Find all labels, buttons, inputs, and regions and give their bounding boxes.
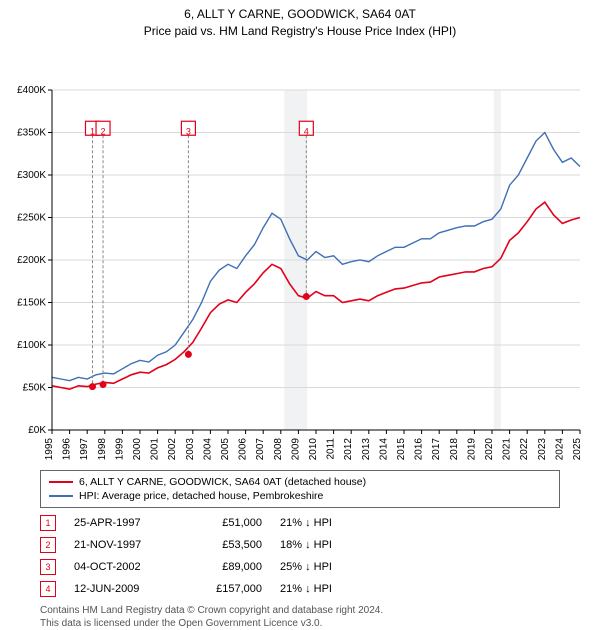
chart-title: 6, ALLT Y CARNE, GOODWICK, SA64 0AT Pric…	[0, 0, 600, 40]
x-tick-label: 1995	[44, 437, 55, 460]
x-tick-label: 2013	[361, 437, 372, 460]
price-chart: £0K £50K £100K £150K £200K £250K £300K £350K £40…	[0, 40, 600, 464]
event-row: 3 04-OCT-2002 £89,000 25% ↓ HPI	[40, 556, 560, 578]
x-tick-label: 2025	[572, 437, 583, 460]
y-tick-label: £0K	[28, 425, 46, 436]
event-date: 21-NOV-1997	[74, 539, 174, 551]
x-tick-label: 2010	[308, 437, 319, 460]
event-date: 12-JUN-2009	[74, 583, 174, 595]
event-row: 1 25-APR-1997 £51,000 21% ↓ HPI	[40, 512, 560, 534]
legend-swatch	[49, 495, 73, 497]
x-tick-label: 1999	[114, 437, 125, 460]
x-tick-label: 2024	[554, 437, 565, 460]
x-tick-label: 1996	[62, 437, 73, 460]
x-tick-label: 2001	[150, 437, 161, 460]
event-pct: 18% ↓ HPI	[280, 539, 400, 551]
event-price: £89,000	[192, 561, 262, 573]
y-tick-label: £150K	[17, 297, 46, 308]
x-tick-label: 1998	[97, 437, 108, 460]
event-date: 25-APR-1997	[74, 517, 174, 529]
x-tick-label: 2009	[290, 437, 301, 460]
x-tick-label: 2004	[202, 437, 213, 460]
x-tick-label: 2000	[132, 437, 143, 460]
x-tick-label: 2023	[537, 437, 548, 460]
event-price: £51,000	[192, 517, 262, 529]
legend-label: HPI: Average price, detached house, Pemb…	[79, 490, 323, 502]
event-pct: 21% ↓ HPI	[280, 583, 400, 595]
footer-line-1: Contains HM Land Registry data © Crown c…	[40, 604, 560, 617]
event-dot	[303, 293, 310, 300]
legend: 6, ALLT Y CARNE, GOODWICK, SA64 0AT (det…	[40, 470, 560, 508]
legend-swatch	[49, 481, 73, 483]
legend-label: 6, ALLT Y CARNE, GOODWICK, SA64 0AT (det…	[79, 476, 366, 488]
y-tick-label: £250K	[17, 212, 46, 223]
y-tick-label: £200K	[17, 255, 46, 266]
chart-container: £0K £50K £100K £150K £200K £250K £300K £350K £40…	[0, 40, 600, 464]
event-date: 04-OCT-2002	[74, 561, 174, 573]
footer-text: Contains HM Land Registry data © Crown c…	[40, 604, 560, 630]
x-tick-label: 2016	[414, 437, 425, 460]
title-line-2: Price paid vs. HM Land Registry's House …	[0, 23, 600, 40]
event-pct: 21% ↓ HPI	[280, 517, 400, 529]
event-price: £157,000	[192, 583, 262, 595]
event-number-box: 3	[40, 559, 56, 575]
x-tick-label: 2018	[449, 437, 460, 460]
event-marker-number: 1	[90, 126, 95, 136]
footer-line-2: This data is licensed under the Open Gov…	[40, 617, 560, 630]
event-marker-number: 2	[101, 126, 106, 136]
x-tick-label: 2014	[378, 437, 389, 460]
x-tick-label: 2003	[185, 437, 196, 460]
events-table: 1 25-APR-1997 £51,000 21% ↓ HPI 2 21-NOV-1997…	[40, 512, 560, 600]
event-number-box: 4	[40, 581, 56, 597]
y-tick-label: £50K	[23, 382, 47, 393]
event-number-box: 1	[40, 515, 56, 531]
x-tick-label: 2019	[466, 437, 477, 460]
x-tick-label: 2005	[220, 437, 231, 460]
x-tick-label: 2008	[273, 437, 284, 460]
x-tick-label: 2015	[396, 437, 407, 460]
x-tick-label: 2002	[167, 437, 178, 460]
x-tick-label: 1997	[79, 437, 90, 460]
y-tick-label: £300K	[17, 170, 46, 181]
event-pct: 25% ↓ HPI	[280, 561, 400, 573]
legend-row: 6, ALLT Y CARNE, GOODWICK, SA64 0AT (det…	[49, 475, 551, 489]
event-price: £53,500	[192, 539, 262, 551]
x-tick-label: 2021	[502, 437, 513, 460]
title-line-1: 6, ALLT Y CARNE, GOODWICK, SA64 0AT	[0, 6, 600, 23]
event-dot	[89, 383, 96, 390]
event-marker-number: 4	[304, 126, 309, 136]
x-tick-label: 2007	[255, 437, 266, 460]
x-tick-label: 2020	[484, 437, 495, 460]
legend-row: HPI: Average price, detached house, Pemb…	[49, 489, 551, 503]
event-dot	[100, 381, 107, 388]
event-row: 4 12-JUN-2009 £157,000 21% ↓ HPI	[40, 578, 560, 600]
y-tick-label: £100K	[17, 340, 46, 351]
x-tick-label: 2011	[326, 437, 337, 459]
event-number-box: 2	[40, 537, 56, 553]
x-tick-label: 2006	[238, 437, 249, 460]
x-tick-label: 2012	[343, 437, 354, 460]
event-row: 2 21-NOV-1997 £53,500 18% ↓ HPI	[40, 534, 560, 556]
event-dot	[185, 350, 192, 357]
x-tick-label: 2017	[431, 437, 442, 460]
event-marker-number: 3	[186, 126, 191, 136]
x-tick-label: 2022	[519, 437, 530, 460]
y-tick-label: £350K	[17, 127, 46, 138]
y-tick-label: £400K	[17, 85, 46, 96]
